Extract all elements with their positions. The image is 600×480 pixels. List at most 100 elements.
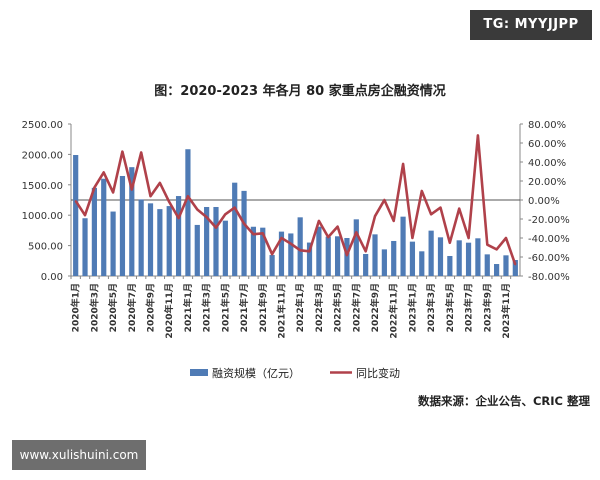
- bar-2020年4月: [101, 178, 107, 276]
- yoy-point-2023年3月: [430, 213, 432, 216]
- yoy-point-2020年7月: [131, 188, 133, 191]
- left-tick-label: 2500.00: [22, 120, 63, 131]
- yoy-point-2020年12月: [177, 217, 180, 219]
- bar-2020年8月: [138, 199, 144, 276]
- yoy-point-2020年6月: [121, 150, 124, 153]
- x-tick-label: 2021年1月: [182, 283, 194, 332]
- yoy-point-2021年12月: [290, 242, 292, 245]
- yoy-point-2021年11月: [280, 237, 283, 239]
- bar-2023年3月: [428, 230, 434, 276]
- yoy-point-2020年11月: [168, 201, 171, 203]
- x-tick-label: 2023年11月: [500, 283, 512, 339]
- yoy-point-2021年8月: [252, 233, 255, 235]
- bar-2021年10月: [269, 255, 275, 276]
- yoy-point-2023年9月: [486, 243, 489, 246]
- bar-2022年1月: [297, 217, 303, 276]
- bar-2023年11月: [503, 255, 509, 276]
- bar-2020年9月: [147, 203, 154, 276]
- x-tick-label: 2023年5月: [444, 283, 456, 332]
- yoy-point-2022年9月: [374, 215, 376, 217]
- left-tick-label: 0.00: [41, 272, 63, 283]
- yoy-point-2021年10月: [271, 253, 273, 255]
- yoy-point-2022年11月: [392, 220, 395, 222]
- bar-2022年11月: [391, 240, 397, 276]
- bar-2022年4月: [325, 236, 331, 276]
- x-tick-label: 2021年5月: [219, 283, 231, 332]
- yoy-point-2022年6月: [346, 254, 348, 256]
- x-tick-label: 2020年11月: [163, 283, 175, 339]
- bar-2022年6月: [344, 238, 350, 276]
- bar-2020年2月: [82, 218, 88, 276]
- right-tick-label: 40.00%: [528, 158, 566, 169]
- bar-2020年6月: [119, 175, 126, 276]
- x-tick-label: 2020年1月: [70, 283, 82, 332]
- yoy-point-2023年5月: [449, 241, 451, 244]
- x-tick-label: 2022年11月: [388, 283, 400, 339]
- x-tick-label: 2021年3月: [201, 283, 213, 332]
- yoy-point-2021年6月: [233, 206, 236, 209]
- bar-2021年5月: [222, 220, 228, 276]
- yoy-point-2023年7月: [467, 237, 470, 239]
- bar-2021年1月: [185, 149, 191, 276]
- right-tick-label: -20.00%: [528, 215, 570, 226]
- bar-2020年1月: [73, 155, 79, 276]
- yoy-point-2023年2月: [420, 190, 423, 192]
- yoy-point-2021年9月: [261, 232, 264, 235]
- yoy-point-2020年5月: [112, 191, 114, 194]
- yoy-point-2021年5月: [224, 213, 227, 216]
- bar-2022年10月: [381, 249, 387, 276]
- right-tick-label: 80.00%: [528, 120, 566, 131]
- bar-2023年9月: [484, 254, 490, 276]
- yoy-point-2022年7月: [355, 231, 358, 234]
- yoy-point-2022年4月: [327, 236, 330, 238]
- bar-2020年10月: [157, 209, 163, 276]
- left-tick-label: 1500.00: [22, 181, 63, 192]
- yoy-line: [74, 134, 517, 266]
- bar-2021年12月: [288, 233, 294, 276]
- yoy-point-2022年1月: [299, 249, 301, 252]
- yoy-point-2022年3月: [318, 220, 320, 222]
- x-tick-label: 2020年5月: [107, 283, 119, 332]
- bar-2023年7月: [465, 242, 472, 276]
- right-tick-label: 60.00%: [528, 139, 566, 150]
- x-tick-label: 2023年1月: [406, 283, 418, 332]
- bar-2022年2月: [306, 242, 313, 276]
- yoy-point-2023年6月: [458, 207, 460, 210]
- bar-2022年3月: [316, 226, 322, 276]
- x-tick-label: 2021年11月: [275, 283, 287, 339]
- bar-2021年9月: [260, 227, 266, 276]
- bar-2023年12月: [512, 260, 518, 276]
- x-tick-label: 2023年3月: [425, 283, 437, 332]
- watermark-bottom: www.xulishuini.com: [12, 440, 146, 470]
- yoy-point-2021年1月: [187, 195, 189, 197]
- bar-2021年2月: [194, 224, 200, 276]
- legend-bar-swatch: [190, 369, 208, 376]
- legend-line-label: 同比变动: [356, 366, 400, 380]
- bar-2020年11月: [166, 206, 172, 276]
- bar-2022年9月: [372, 234, 378, 276]
- bar-2023年2月: [419, 251, 425, 276]
- bar-2022年7月: [353, 219, 359, 276]
- yoy-point-2023年1月: [411, 237, 414, 239]
- x-tick-label: 2020年7月: [126, 283, 138, 332]
- left-tick-label: 500.00: [28, 242, 63, 253]
- yoy-point-2023年10月: [495, 248, 498, 251]
- yoy-point-2023年11月: [505, 237, 507, 239]
- x-tick-label: 2021年7月: [238, 283, 250, 332]
- yoy-point-2020年9月: [149, 195, 152, 197]
- yoy-point-2023年12月: [514, 263, 517, 266]
- right-tick-label: 20.00%: [528, 177, 566, 188]
- bar-2021年3月: [204, 206, 210, 276]
- bar-2023年10月: [494, 264, 500, 276]
- yoy-point-2022年2月: [308, 250, 311, 253]
- bar-2020年12月: [175, 196, 182, 276]
- yoy-point-2020年2月: [84, 214, 86, 216]
- x-tick-label: 2020年3月: [88, 283, 100, 332]
- right-tick-label: -60.00%: [528, 253, 570, 264]
- yoy-point-2021年7月: [243, 222, 245, 225]
- bar-2022年12月: [400, 216, 406, 276]
- x-tick-label: 2021年9月: [257, 283, 269, 332]
- x-tick-label: 2022年7月: [350, 283, 362, 332]
- watermark-top: TG: MYYJJPP: [470, 10, 592, 40]
